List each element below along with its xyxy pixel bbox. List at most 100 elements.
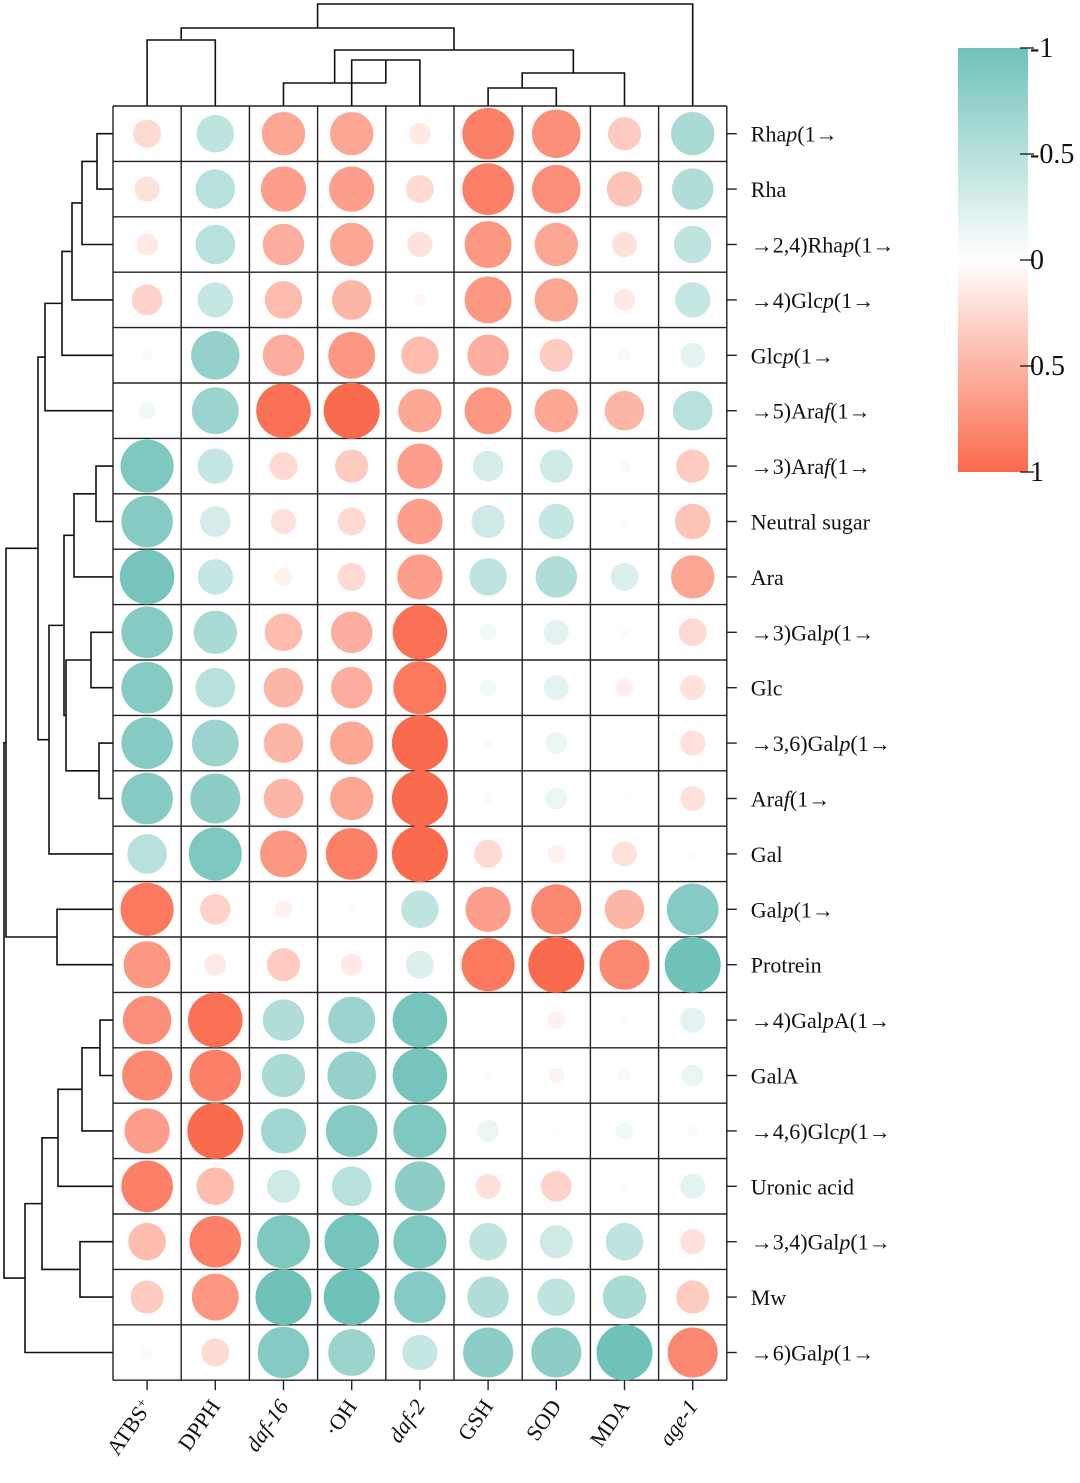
bubble-dpph-r8 <box>197 559 234 595</box>
bubble-daf16-r18 <box>260 1108 307 1154</box>
bubble-dpph-r9 <box>193 610 237 654</box>
bubble-oh-r8 <box>337 562 366 591</box>
bubble-daf2-r13 <box>391 825 448 882</box>
row-dendro-link <box>24 1202 113 1354</box>
row-dendro-link <box>81 1047 113 1132</box>
bubble-daf16-r10 <box>263 667 304 708</box>
bubble-daf2-r1 <box>405 175 434 204</box>
bubble-sod-r16 <box>547 1011 566 1029</box>
bubble-gsh-r14 <box>465 886 511 932</box>
bubble-age1-r1 <box>671 168 714 210</box>
bubble-sod-r12 <box>545 787 568 810</box>
bubble-dpph-r17 <box>189 1049 242 1102</box>
bubble-daf16-r9 <box>264 613 303 652</box>
bubble-oh-r19 <box>331 1166 372 1207</box>
bubble-gsh-r8 <box>469 558 507 596</box>
bubble-sod-r19 <box>540 1170 572 1202</box>
bubble-sod-r3 <box>534 278 578 322</box>
bubble-mda-r5 <box>604 390 645 431</box>
bubble-daf2-r18 <box>393 1104 447 1158</box>
bubble-daf16-r4 <box>262 334 305 377</box>
bubble-dpph-r7 <box>199 506 231 537</box>
col-label-sod: SOD <box>521 1395 567 1445</box>
colorbar-tick-label: 0 <box>1030 245 1044 276</box>
bubble-daf16-r7 <box>270 508 297 535</box>
bubble-mda-r20 <box>605 1222 644 1261</box>
bubble-oh-r0 <box>330 112 374 156</box>
row-dendro-link <box>96 132 113 190</box>
col-label-gsh: GSH <box>452 1395 498 1445</box>
row-label: →4)Glcp(1→ <box>751 288 874 313</box>
row-label: →5)Araf(1→ <box>751 399 871 424</box>
bubble-daf16-r3 <box>264 281 303 319</box>
bubble-oh-r13 <box>325 828 378 880</box>
row-label: Rha <box>751 177 787 202</box>
col-label-atbs: ATBS+ <box>101 1395 157 1460</box>
bubble-oh-r5 <box>323 382 380 439</box>
bubble-age1-r8 <box>671 555 715 599</box>
bubble-sod-r15 <box>528 936 585 993</box>
bubble-atbs-r7 <box>121 495 173 548</box>
row-label: Galp(1→ <box>751 897 834 922</box>
column-labels: ATBS+ DPPH daf-16 ·OH daf-2 GSH SOD MDA age-1 <box>101 1380 703 1460</box>
bubble-daf16-r19 <box>266 1169 301 1203</box>
bubble-atbs-r22 <box>140 1346 154 1359</box>
col-label-mda: MDA <box>585 1395 635 1451</box>
bubble-oh-r9 <box>330 611 373 654</box>
row-dendro-link <box>61 250 113 357</box>
bubble-dpph-r15 <box>204 953 227 976</box>
bubble-daf16-r22 <box>257 1326 310 1379</box>
row-dendro-link <box>65 659 99 772</box>
bubble-daf16-r0 <box>261 112 306 156</box>
bubble-age1-r0 <box>671 112 715 156</box>
bubble-atbs-r1 <box>134 176 160 202</box>
bubble-daf2-r9 <box>392 605 448 660</box>
bubble-oh-r18 <box>325 1105 378 1157</box>
bubble-gsh-r6 <box>472 450 504 482</box>
row-dendro-link <box>95 465 113 523</box>
row-label: Protrein <box>751 953 822 978</box>
row-dendro-link <box>56 908 113 966</box>
colorbar-tick-label: -0.5 <box>1030 139 1074 170</box>
bubble-mda-r18 <box>615 1122 634 1140</box>
bubble-age1-r19 <box>680 1173 706 1199</box>
bubble-sod-r2 <box>534 222 578 267</box>
row-dendro-link <box>57 1088 113 1188</box>
bubble-gsh-r19 <box>475 1173 501 1199</box>
bubble-daf16-r16 <box>262 999 305 1041</box>
colorbar-gradient <box>958 48 1028 472</box>
bubble-mda-r21 <box>602 1275 647 1319</box>
bubble-mda-r19 <box>619 1181 630 1192</box>
bubble-daf2-r19 <box>394 1161 445 1212</box>
bubble-gsh-r10 <box>479 678 497 697</box>
bubble-daf2-r17 <box>392 1048 448 1103</box>
bubble-oh-r15 <box>340 953 363 976</box>
bubble-mda-r9 <box>619 627 630 638</box>
bubble-sod-r18 <box>552 1126 561 1135</box>
bubble-mda-r12 <box>620 794 629 803</box>
bubble-atbs-r0 <box>133 119 162 148</box>
row-label: →2,4)Rhap(1→ <box>751 233 895 258</box>
bubble-daf16-r6 <box>269 452 298 481</box>
row-dendro-link <box>90 631 113 689</box>
row-label: Uronic acid <box>751 1174 854 1199</box>
colorbar-tick-label: 0.5 <box>1030 351 1065 382</box>
row-dendro-link <box>73 492 113 578</box>
bubble-atbs-r10 <box>121 661 173 714</box>
row-label: →3,6)Galp(1→ <box>751 731 891 756</box>
bubble-gsh-r21 <box>467 1276 509 1318</box>
bubble-gsh-r18 <box>477 1120 499 1142</box>
bubble-gsh-r15 <box>461 938 515 992</box>
row-label: →3)Araf(1→ <box>751 454 871 479</box>
bubble-daf16-r14 <box>274 900 293 919</box>
row-label: Glc <box>751 676 783 701</box>
row-label: →4)GalpA(1→ <box>751 1008 890 1033</box>
bubble-daf2-r12 <box>391 770 448 827</box>
row-labels: Rhap(1→ Rha →2,4)Rhap(1→ →4)Glcp(1→ Glcp(1→ →… <box>726 122 895 1366</box>
bubble-gsh-r1 <box>462 163 514 215</box>
bubble-gsh-r3 <box>464 276 512 324</box>
colorbar: -1 -0.5 0 0.5 1 <box>958 33 1074 488</box>
bubble-dpph-r3 <box>197 282 234 318</box>
row-dendro-link <box>41 1137 80 1271</box>
bubble-mda-r4 <box>618 349 631 362</box>
